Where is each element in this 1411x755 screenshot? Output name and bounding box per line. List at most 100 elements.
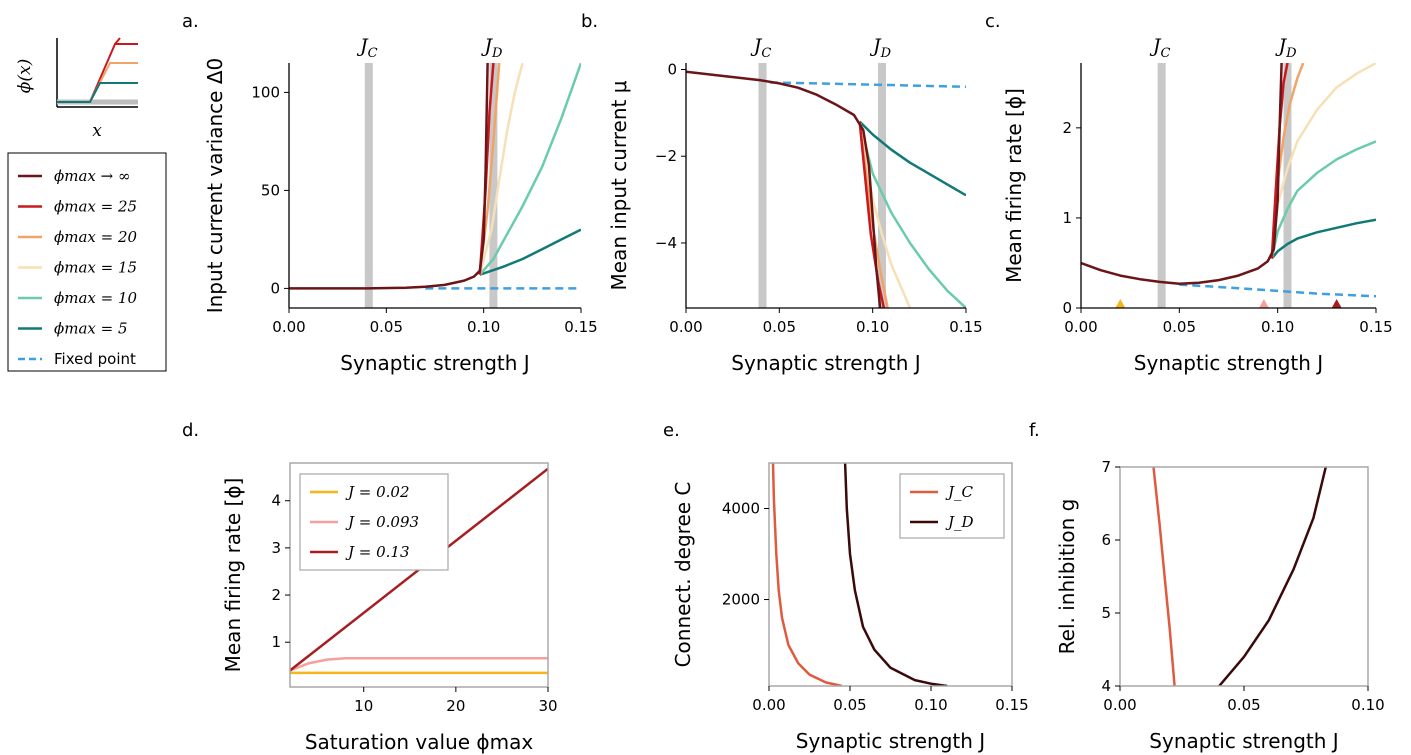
ylabel-f: Rel. inhibition g: [1055, 499, 1079, 655]
ytick-label-b-1: −2: [655, 147, 677, 165]
ytick-label-b-2: −4: [655, 234, 677, 252]
ytick-label-c-1: 1: [1062, 209, 1072, 227]
triangle-marker-1: [1258, 299, 1269, 308]
legend-label-d-0: J = 0.02: [345, 483, 410, 501]
panel-d: d. 10 20 30 1 2 3 4 Saturation value ϕmax Mean fi…: [182, 420, 558, 754]
marker-band-b-1: [878, 63, 886, 308]
ytick-label-f-0: 4: [1101, 677, 1111, 695]
xtick-label-c-3: 0.15: [1359, 318, 1392, 336]
marker-label-a-0: JC: [356, 35, 378, 61]
series-c-2: [1270, 140, 1376, 259]
series-group-f: [1152, 467, 1328, 686]
panel-label-e: e.: [663, 420, 680, 441]
xtick-label-b-2: 0.10: [856, 318, 889, 336]
series-group-c: [1081, 63, 1376, 298]
inset-curve-5: [57, 82, 138, 103]
ytick-label-f-3: 7: [1101, 458, 1111, 476]
series-b-2: [858, 121, 966, 308]
xtick-label-d-1: 20: [446, 697, 465, 715]
legend-label-e-0: J_C: [945, 483, 974, 501]
main-legend-label-4: ϕmax = 10: [54, 289, 137, 307]
xlabel-e: Synaptic strength J: [796, 729, 985, 753]
legend-label-d-2: J = 0.13: [345, 543, 410, 561]
xtick-label-f-1: 0.05: [1227, 696, 1260, 714]
marker-label-c-0: JC: [1149, 35, 1171, 61]
series-a-3: [478, 63, 524, 276]
xtick-label-e-0: 0.00: [752, 696, 785, 714]
triangle-marker-2: [1331, 299, 1342, 308]
inset-curve-25: [57, 43, 128, 103]
ytick-label-d-0: 1: [271, 633, 281, 651]
xtick-label-f-2: 0.10: [1351, 696, 1384, 714]
ylabel-c: Mean firing rate [ϕ]: [1002, 88, 1026, 283]
series-d-1: [290, 656, 548, 672]
inset-xlabel: x: [92, 121, 102, 141]
xtick-label-e-2: 0.10: [914, 696, 947, 714]
xtick-label-e-3: 0.15: [995, 696, 1028, 714]
marker-band-c-1: [1283, 63, 1292, 308]
marker-label-a-1: JD: [480, 35, 503, 61]
ytick-label-d-2: 3: [271, 539, 281, 557]
series-group-b: [686, 70, 966, 308]
main-legend-frame: [7, 152, 167, 372]
series-group-a: [289, 63, 581, 290]
marker-band-a-0: [364, 63, 373, 308]
series-f-0: [1152, 467, 1176, 686]
ylabel-d: Mean firing rate [ϕ]: [221, 478, 245, 673]
ytick-label-a-1: 50: [261, 181, 280, 199]
panel-b: b. JC JD 0.00 0.05 0.10 0.15 0 −2 −4 Synaptic stre…: [581, 11, 983, 375]
marker-label-b-1: JD: [869, 35, 892, 61]
panel-c: c. JC JD 0.00 0.05 0.10 0.15 0 1 2 Synaptic streng…: [985, 11, 1393, 375]
panel-f: f. 0.00 0.05 0.10 4 5 6 7 Synaptic strength J Rel…: [1029, 420, 1385, 753]
xlabel-a: Synaptic strength J: [340, 351, 529, 375]
marker-label-c-1: JD: [1274, 35, 1297, 61]
ytick-label-e-1: 4000: [722, 500, 760, 518]
ylabel-a: Input current variance Δ0: [203, 58, 227, 314]
series-e-0: [771, 463, 843, 686]
series-a-2: [478, 63, 581, 276]
series-b-0: [769, 81, 966, 89]
panel-label-b: b.: [581, 11, 598, 32]
series-b-6: [686, 70, 882, 308]
main-legend: ϕmax → ∞ ϕmax = 25 ϕmax = 20 ϕmax = 15 ϕmax …: [7, 152, 167, 372]
series-c-3: [1270, 63, 1376, 259]
ytick-label-d-3: 4: [271, 492, 281, 510]
main-legend-label-2: ϕmax = 20: [54, 228, 137, 246]
xtick-label-a-2: 0.10: [467, 318, 500, 336]
triangle-marker-0: [1115, 299, 1126, 308]
series-c-0: [1179, 283, 1376, 298]
frame-e: [768, 462, 1013, 687]
ylabel-e: Connect. degree C: [671, 482, 695, 668]
xtick-label-f-0: 0.00: [1103, 696, 1136, 714]
xlabel-f: Synaptic strength J: [1149, 729, 1338, 753]
xtick-label-a-0: 0.00: [272, 318, 305, 336]
marker-label-b-0: JC: [750, 35, 772, 61]
main-legend-label-5: ϕmax = 5: [54, 320, 128, 338]
xtick-label-c-0: 0.00: [1064, 318, 1097, 336]
xtick-label-b-3: 0.15: [949, 318, 982, 336]
panel-label-f: f.: [1029, 420, 1040, 441]
marker-band-a-1: [489, 63, 498, 308]
frame-d: [289, 462, 549, 688]
series-e-1: [843, 463, 948, 686]
ytick-label-d-1: 2: [271, 586, 281, 604]
series-f-1: [1218, 467, 1328, 686]
marker-band-c-0: [1157, 63, 1166, 308]
ytick-label-b-0: 0: [667, 61, 677, 79]
ytick-label-f-2: 6: [1101, 531, 1111, 549]
main-legend-label-1: ϕmax = 25: [54, 198, 137, 216]
panel-a: a. JC JD 0.00 0.05 0.10 0.15 0 50 100 Synaptic str…: [182, 11, 598, 375]
phi-inset: ϕ(x) x: [15, 37, 138, 141]
series-a-1: [479, 228, 581, 276]
xtick-label-a-3: 0.15: [564, 318, 597, 336]
xtick-label-c-1: 0.05: [1163, 318, 1196, 336]
panel-label-d: d.: [182, 420, 199, 441]
inset-ylabel: ϕ(x): [15, 59, 35, 93]
series-group-e: [771, 463, 948, 686]
xlabel-d: Saturation value ϕmax: [305, 730, 534, 754]
legend-frame-e: [899, 473, 1005, 539]
legend-label-d-1: J = 0.093: [345, 513, 419, 531]
legend-label-e-1: J_D: [945, 513, 974, 531]
